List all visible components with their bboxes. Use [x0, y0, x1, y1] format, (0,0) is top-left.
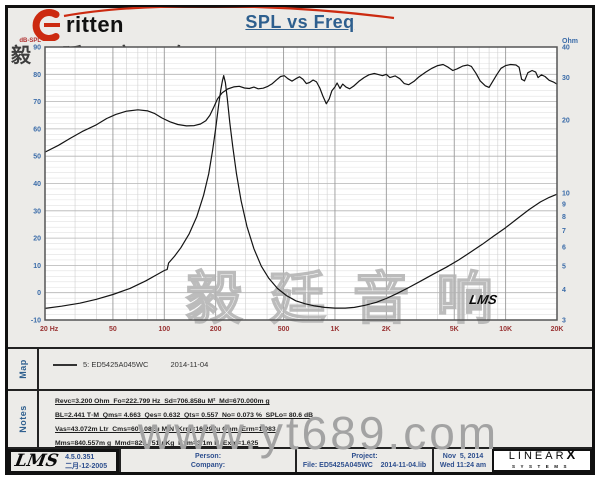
person-label: Person: — [194, 452, 222, 460]
legend-date: 2014-11-04 — [170, 360, 209, 369]
person-company-cell: Person: Company: — [119, 449, 295, 472]
y-left-tick-label: -10 — [31, 318, 41, 325]
brand-swoosh-icon — [32, 7, 395, 41]
x-tick-label: 20 Hz — [40, 326, 59, 333]
y-right-tick-label: 8 — [562, 214, 566, 221]
status-footer: LMS 4.5.0.351 二月-12-2005 Person: Company… — [8, 447, 592, 474]
y-left-tick-label: 60 — [33, 126, 41, 133]
page-title: SPL vs Freq — [245, 12, 355, 32]
report-time: Wed 11:24 am — [439, 461, 487, 469]
ts-parameters-line-4: Mms=840.557m g Mmd=829.751u Kg Kxm=3.1m … — [55, 440, 259, 447]
spl-vs-freq-chart: 毅 廷 音 响9080706050403020100-1040302010987… — [19, 38, 578, 333]
linearx-logo: LINEARX SYSTEMS — [492, 447, 592, 472]
x-tick-label: 2K — [382, 326, 391, 333]
y-right-axis-label: Ohm — [562, 38, 578, 45]
lms-plot-stamp: LMS — [468, 292, 498, 307]
y-left-axis-label: dB-SPL — [19, 38, 41, 44]
x-tick-label: 100 — [158, 326, 170, 333]
x-tick-label: 200 — [210, 326, 222, 333]
report-frame: ritten SPL vs Freq 毅 廷 音 响 毅 廷 音 响908070… — [5, 5, 595, 475]
watermark-url: www.yt689.com — [138, 407, 500, 459]
y-left-tick-label: 70 — [33, 99, 41, 106]
y-left-tick-label: 20 — [33, 236, 41, 243]
legend-curve-name: 5: ED5425A045WC — [83, 360, 149, 369]
app-version-date: 二月-12-2005 — [65, 462, 108, 470]
company-label: Company: — [190, 461, 226, 469]
y-left-tick-label: 30 — [33, 208, 41, 215]
legend-entry: 5: ED5425A045WC 2014-11-04 — [41, 349, 592, 369]
report-date: Nov 5, 2014 — [442, 452, 484, 460]
ts-parameters-line-1: Revc=3.200 Ohm Fo=222.799 Hz Sd=706.858u… — [55, 398, 270, 405]
y-right-tick-label: 9 — [562, 202, 566, 209]
curve-impedance — [44, 74, 558, 309]
y-left-tick-label: 50 — [33, 154, 41, 161]
project-label: Project: — [351, 452, 378, 460]
y-right-tick-label: 5 — [562, 264, 566, 271]
app-version-cell: LMS 4.5.0.351 二月-12-2005 — [8, 449, 119, 474]
y-right-tick-label: 6 — [562, 244, 566, 251]
x-tick-label: 10K — [499, 326, 512, 333]
y-right-tick-label: 3 — [562, 318, 566, 325]
brand-name: ritten — [66, 12, 124, 37]
app-version: 4.5.0.351 — [65, 453, 95, 461]
plot-border — [44, 46, 558, 321]
y-left-tick-label: 80 — [33, 72, 41, 79]
y-right-tick-label: 4 — [562, 287, 566, 294]
project-file-cell: Project: File: ED5425A045WC 2014-11-04.l… — [295, 449, 432, 472]
y-right-tick-label: 7 — [562, 228, 566, 235]
y-right-tick-label: 30 — [562, 75, 570, 82]
y-right-tick-label: 40 — [562, 45, 570, 52]
x-tick-label: 5K — [450, 326, 459, 333]
date-time-cell: Nov 5, 2014 Wed 11:24 am — [432, 449, 492, 472]
y-left-tick-label: 10 — [33, 263, 41, 270]
y-right-tick-label: 20 — [562, 118, 570, 125]
y-right-tick-label: 10 — [562, 191, 570, 198]
x-tick-label: 500 — [278, 326, 290, 333]
lms-logo: LMS — [13, 451, 60, 471]
y-left-tick-label: 40 — [33, 181, 41, 188]
curve-spl — [44, 63, 558, 153]
notes-section-label: Notes — [8, 391, 39, 447]
linearx-name: LINEAR — [508, 450, 567, 462]
file-name: File: ED5425A045WC 2014-11-04.lib — [302, 461, 427, 469]
linearx-systems-label: SYSTEMS — [511, 464, 572, 469]
map-section-label: Map — [8, 349, 39, 389]
legend-line-swatch — [53, 363, 77, 366]
notes-section: Notes Revc=3.200 Ohm Fo=222.799 Hz Sd=70… — [8, 389, 592, 447]
ts-parameters-line-3: Vas=43.072m Ltr Cms=607.082u M/N Krm=16.… — [55, 426, 276, 433]
linearx-x: X — [566, 447, 576, 462]
map-section: Map 5: ED5425A045WC 2014-11-04 — [8, 347, 592, 389]
x-tick-label: 20K — [551, 326, 564, 333]
x-tick-label: 50 — [109, 326, 117, 333]
x-tick-label: 1K — [330, 326, 339, 333]
ts-parameters-line-2: BL=2.441 T·M Qms= 4.663 Qes= 0.632 Qts= … — [55, 412, 314, 419]
y-left-tick-label: 0 — [37, 290, 41, 297]
y-left-tick-label: 90 — [33, 45, 41, 52]
